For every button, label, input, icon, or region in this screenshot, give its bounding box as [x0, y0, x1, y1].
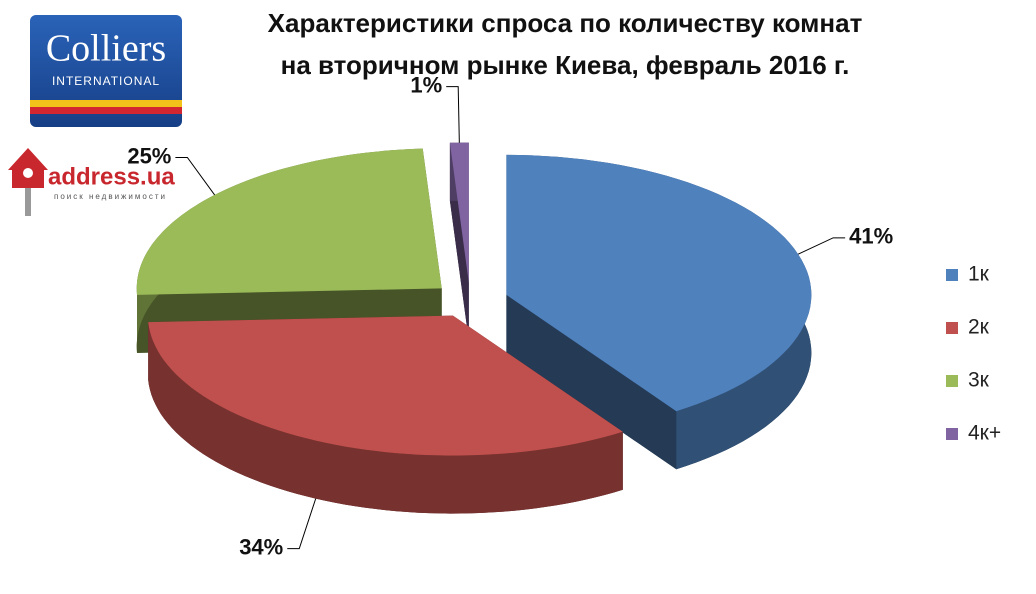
legend-swatch: [946, 428, 958, 440]
slice-side: [506, 294, 677, 470]
legend-label: 4к+: [968, 422, 1001, 445]
legend-label: 2к: [968, 316, 990, 339]
logo-box: [30, 15, 182, 127]
slice-top: [148, 315, 623, 456]
slice: [506, 154, 812, 470]
value-label: 41%: [849, 224, 893, 249]
value-label: 34%: [239, 534, 283, 559]
slice-top: [449, 142, 469, 283]
leader-line: [175, 157, 216, 196]
slice: [449, 142, 469, 341]
logo-stripe: [30, 100, 182, 107]
legend-swatch: [946, 375, 958, 387]
slice: [148, 315, 623, 514]
logo-subtext: поиск недвижимости: [54, 192, 167, 201]
key-hole: [23, 168, 33, 178]
value-label: 1%: [410, 72, 442, 97]
logo-stripe: [30, 107, 182, 114]
slice-top: [506, 154, 812, 412]
key-stem: [25, 188, 31, 216]
logo-text: address.ua: [48, 163, 175, 190]
legend-swatch: [946, 269, 958, 281]
logo-subtext: INTERNATIONAL: [52, 74, 160, 88]
value-label: 25%: [127, 143, 171, 168]
legend-label: 1к: [968, 263, 990, 286]
legend-label: 3к: [968, 369, 990, 392]
legend-swatch: [946, 322, 958, 334]
slice-top: [136, 148, 442, 295]
logo-text: Colliers: [46, 28, 166, 70]
address-logo: address.ua поиск недвижимости: [8, 148, 175, 216]
leader-line: [287, 498, 317, 550]
colliers-logo: Colliers INTERNATIONAL: [30, 15, 182, 127]
leader-line: [797, 237, 846, 255]
slice-wall: [148, 322, 623, 514]
chart-title: Характеристики спроса по количеству комн…: [268, 8, 863, 38]
leader-line: [446, 86, 460, 143]
chart-title: на вторичном рынке Киева, февраль 2016 г…: [281, 50, 850, 80]
